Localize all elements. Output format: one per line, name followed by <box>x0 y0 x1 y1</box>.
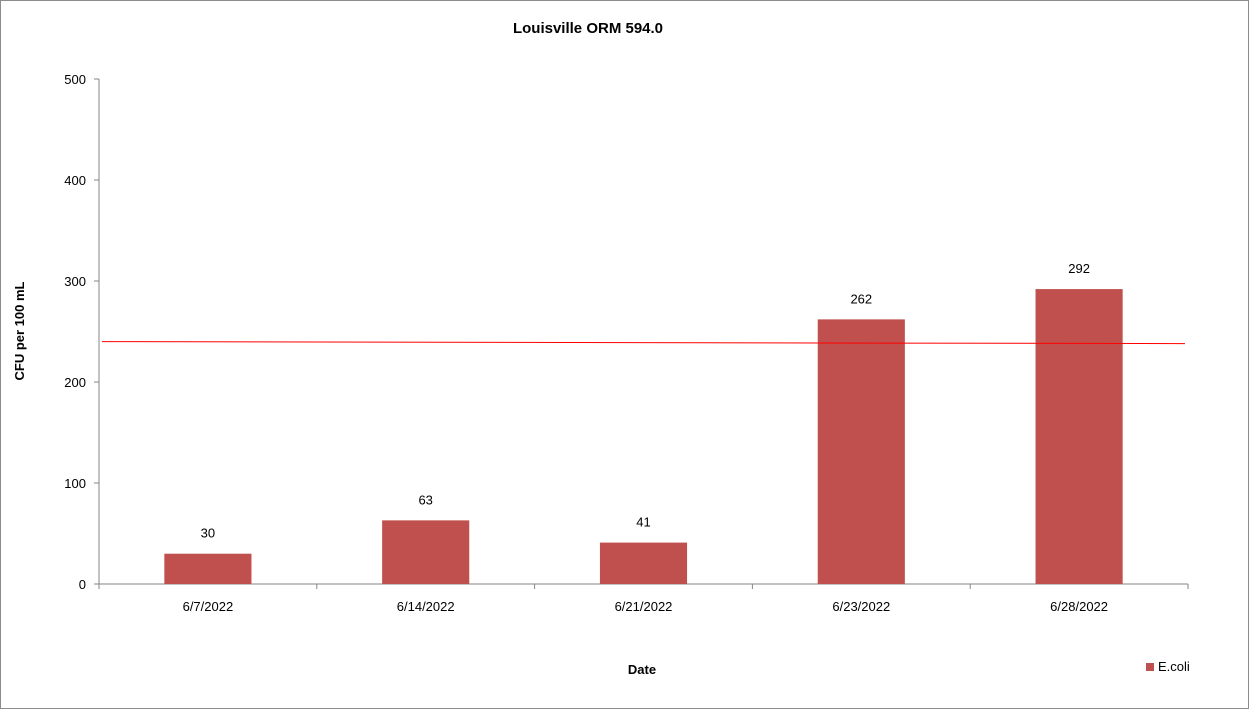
x-axis-label: Date <box>628 662 656 677</box>
bar <box>817 319 905 584</box>
legend: E.coli <box>1146 659 1190 674</box>
x-tick-label: 6/7/2022 <box>183 599 234 614</box>
bar <box>382 520 470 584</box>
y-tick-label: 400 <box>64 173 86 188</box>
y-tick-label: 100 <box>64 476 86 491</box>
data-label: 63 <box>418 492 432 507</box>
y-tick-label: 500 <box>64 72 86 87</box>
data-label: 292 <box>1068 261 1090 276</box>
y-tick-label: 300 <box>64 274 86 289</box>
legend-swatch-ecoli <box>1146 663 1154 671</box>
x-tick-label: 6/23/2022 <box>832 599 890 614</box>
bar <box>164 553 252 584</box>
x-tick-label: 6/14/2022 <box>397 599 455 614</box>
bar <box>1035 289 1123 584</box>
y-axis-label: CFU per 100 mL <box>12 281 27 380</box>
reference-line <box>101 341 1186 345</box>
y-tick-label: 0 <box>79 577 86 592</box>
data-label: 262 <box>850 291 872 306</box>
plot-area: 0 100 200 300 400 500 30 6/7/2022 63 6/14/2022 41 6… <box>64 72 1189 614</box>
x-tick-label: 6/21/2022 <box>615 599 673 614</box>
y-tick-label: 200 <box>64 375 86 390</box>
chart-title: Louisville ORM 594.0 <box>513 20 663 37</box>
data-label: 41 <box>636 515 650 530</box>
data-label: 30 <box>201 526 215 541</box>
bar <box>599 542 688 584</box>
x-tick-label: 6/28/2022 <box>1050 599 1108 614</box>
legend-label-ecoli: E.coli <box>1158 659 1190 674</box>
